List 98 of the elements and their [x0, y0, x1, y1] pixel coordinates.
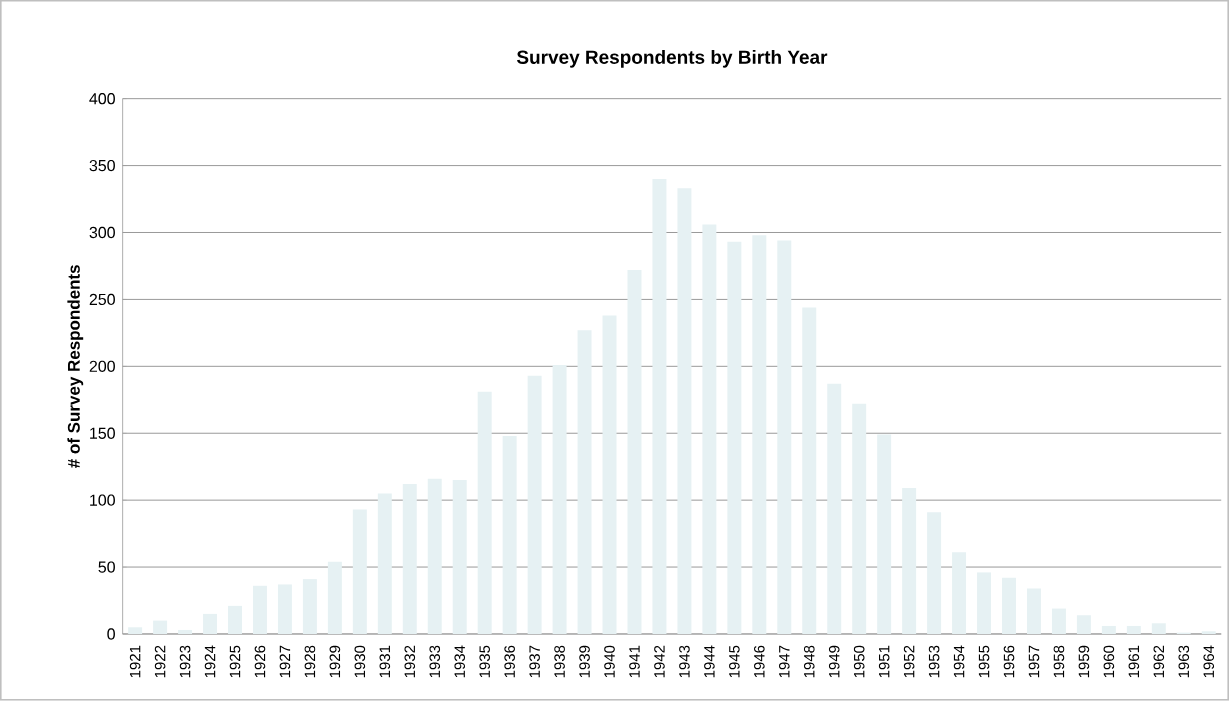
y-tick-label: 350 — [89, 160, 115, 172]
x-tick-label: 1934 — [454, 645, 466, 678]
x-tick-label: 1945 — [729, 645, 740, 678]
bar — [1002, 577, 1016, 635]
y-axis-title: # of Survey Respondents — [67, 265, 84, 469]
bar — [952, 552, 967, 635]
x-tick-label: 1946 — [754, 645, 765, 678]
x-tick-label: 1954 — [953, 645, 965, 678]
x-tick-label: 1947 — [778, 645, 790, 678]
y-tick-label: 0 — [107, 628, 115, 640]
x-tick-label: 1952 — [903, 645, 915, 678]
x-tick-label: 1930 — [354, 645, 366, 678]
y-tick-label: 400 — [89, 93, 115, 105]
x-tick-label: 1959 — [1078, 645, 1090, 678]
bar — [1076, 615, 1091, 635]
y-tick-label: 150 — [90, 427, 115, 440]
bar — [827, 383, 842, 635]
bar — [877, 434, 892, 635]
bar — [277, 584, 292, 635]
x-tick-label: 1932 — [404, 645, 416, 678]
x-tick-label: 1928 — [304, 645, 316, 678]
x-tick-label: 1949 — [828, 645, 840, 678]
bar — [852, 403, 867, 635]
bar — [702, 224, 717, 635]
bar — [302, 579, 317, 635]
x-tick-label: 1938 — [554, 645, 565, 678]
bar — [802, 307, 817, 635]
x-tick-label: 1935 — [479, 645, 490, 678]
bar — [627, 270, 642, 635]
bar — [927, 512, 942, 635]
y-tick-label: 50 — [98, 561, 115, 573]
x-tick-label: 1960 — [1103, 645, 1115, 678]
x-tick-label: 1956 — [1003, 645, 1015, 678]
x-tick-label: 1929 — [329, 645, 341, 678]
bar — [153, 620, 168, 635]
x-tick-label: 1948 — [803, 645, 815, 678]
x-tick-label: 1940 — [604, 645, 615, 678]
x-tick-label: 1964 — [1203, 645, 1215, 678]
bar — [902, 488, 917, 635]
bar — [1126, 626, 1141, 635]
bar — [977, 572, 992, 635]
y-tick-label: 200 — [89, 360, 115, 373]
x-tick-label: 1926 — [254, 645, 266, 678]
bar — [178, 630, 193, 635]
bar — [752, 235, 767, 635]
bar — [402, 484, 417, 635]
x-tick-label: 1923 — [179, 645, 191, 678]
bar — [527, 375, 542, 635]
bar — [252, 585, 267, 635]
bar — [477, 391, 492, 635]
bar — [1051, 608, 1066, 635]
x-tick-label: 1927 — [279, 645, 291, 678]
bar — [203, 614, 218, 635]
x-tick-label: 1939 — [579, 645, 590, 678]
y-tick-label: 250 — [89, 293, 115, 306]
x-tick-label: 1942 — [654, 645, 665, 678]
bar — [552, 365, 567, 635]
bar — [652, 179, 667, 635]
bar — [727, 242, 742, 635]
bar — [502, 436, 517, 635]
x-tick-label: 1957 — [1028, 645, 1040, 678]
bar — [577, 330, 592, 635]
bar — [352, 509, 367, 635]
bar — [1151, 623, 1166, 635]
x-tick-label: 1963 — [1178, 645, 1190, 678]
bar — [128, 627, 143, 635]
x-tick-label: 1921 — [129, 645, 141, 678]
bar — [677, 188, 692, 635]
chart-title: Survey Respondents by Birth Year — [516, 50, 828, 68]
x-tick-label: 1961 — [1128, 645, 1140, 678]
bar — [777, 240, 792, 635]
x-tick-label: 1950 — [853, 645, 865, 678]
x-tick-label: 1958 — [1053, 645, 1065, 678]
bar — [1201, 631, 1216, 635]
x-tick-label: 1933 — [429, 645, 441, 678]
x-tick-label: 1931 — [379, 645, 391, 678]
x-tick-label: 1953 — [928, 645, 940, 678]
x-tick-label: 1955 — [978, 645, 990, 678]
x-tick-label: 1936 — [504, 645, 515, 678]
bar — [228, 606, 242, 635]
y-tick-label: 300 — [89, 227, 115, 239]
x-tick-label: 1962 — [1153, 645, 1165, 678]
x-tick-label: 1925 — [229, 645, 241, 678]
bar — [602, 315, 617, 635]
y-tick-label: 100 — [90, 494, 115, 506]
bar — [427, 478, 442, 635]
x-tick-label: 1924 — [204, 645, 216, 678]
x-tick-label: 1941 — [629, 645, 640, 678]
bar — [1101, 626, 1116, 635]
bar — [327, 561, 342, 635]
bar — [1026, 588, 1041, 635]
x-tick-label: 1922 — [154, 645, 166, 678]
x-tick-label: 1951 — [878, 645, 890, 678]
x-tick-label: 1944 — [704, 645, 715, 678]
bar — [452, 480, 467, 635]
bar — [377, 493, 392, 635]
x-tick-label: 1943 — [679, 645, 690, 678]
x-tick-label: 1937 — [529, 645, 540, 678]
